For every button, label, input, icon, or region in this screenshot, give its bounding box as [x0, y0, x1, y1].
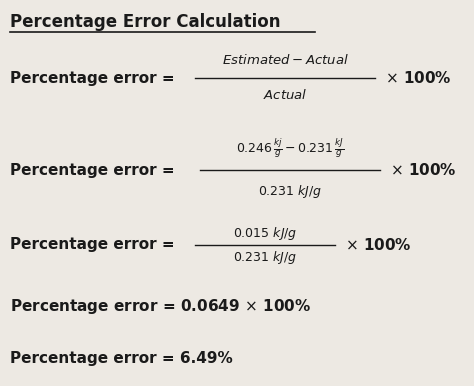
Text: Percentage error =: Percentage error =: [10, 237, 174, 252]
Text: $\mathit{Actual}$: $\mathit{Actual}$: [263, 88, 307, 102]
Text: $\mathit{Estimated-Actual}$: $\mathit{Estimated-Actual}$: [221, 53, 348, 67]
Text: Percentage error =: Percentage error =: [10, 163, 174, 178]
Text: $\times$ 100%: $\times$ 100%: [345, 237, 412, 253]
Text: Percentage Error Calculation: Percentage Error Calculation: [10, 13, 281, 31]
Text: $0.231\ kJ/g$: $0.231\ kJ/g$: [258, 183, 322, 200]
Text: $\times$ 100%: $\times$ 100%: [385, 70, 452, 86]
Text: $0.231\ kJ/g$: $0.231\ kJ/g$: [233, 249, 297, 266]
Text: $\times$ 100%: $\times$ 100%: [390, 162, 456, 178]
Text: Percentage error = 0.0649 $\times$ 100%: Percentage error = 0.0649 $\times$ 100%: [10, 298, 311, 317]
Text: Percentage error = 6.49%: Percentage error = 6.49%: [10, 350, 233, 366]
Text: $0.015\ kJ/g$: $0.015\ kJ/g$: [233, 225, 297, 242]
Text: $0.246\,\frac{kj}{g}-0.231\,\frac{kJ}{g}$: $0.246\,\frac{kj}{g}-0.231\,\frac{kJ}{g}…: [236, 136, 344, 160]
Text: Percentage error =: Percentage error =: [10, 71, 174, 86]
